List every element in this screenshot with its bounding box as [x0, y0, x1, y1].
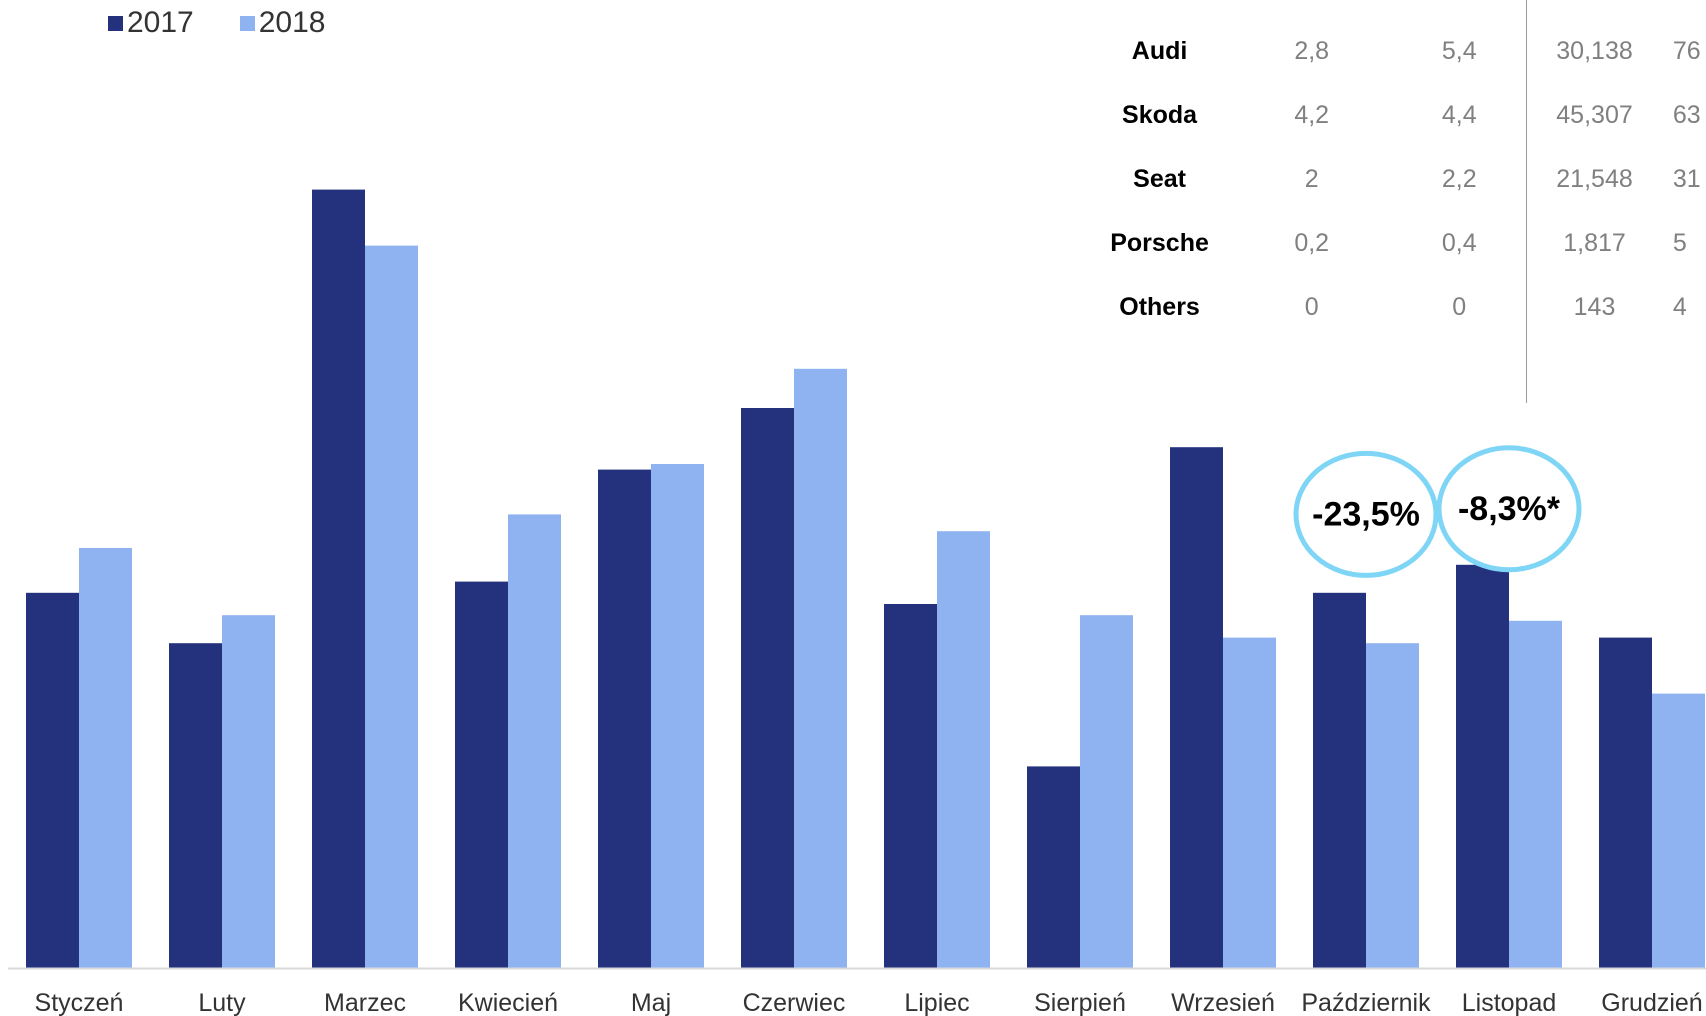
value-cell: 0 [1452, 292, 1467, 321]
bar-2017-1 [169, 643, 222, 968]
value-cell: 5 [1672, 228, 1687, 257]
value-cell: 0,2 [1294, 228, 1330, 257]
value-cell: 2,8 [1294, 36, 1330, 65]
legend-label-2018: 2018 [258, 6, 326, 39]
bar-2017-10 [1456, 564, 1509, 968]
value-cell: 21,548 [1556, 164, 1633, 193]
bar-2018-1 [222, 615, 275, 968]
bar-2017-2 [312, 189, 365, 969]
x-tick-label: Luty [198, 989, 246, 1016]
value-cell: 0 [1304, 292, 1319, 321]
value-cell: 4 [1672, 292, 1687, 321]
bar-2018-6 [937, 531, 990, 968]
brand-cell: Skoda [1122, 100, 1198, 129]
table-divider [1526, 0, 1527, 403]
annotation-circle [1293, 450, 1439, 578]
value-cell: 143 [1573, 292, 1616, 321]
bar-2018-3 [508, 514, 561, 968]
value-cell: 5,4 [1441, 36, 1477, 65]
bar-2017-8 [1170, 447, 1223, 968]
value-cell: 2,2 [1441, 164, 1477, 193]
value-cell: 63 [1672, 100, 1701, 129]
bar-2018-10 [1509, 620, 1562, 968]
table-row: Skoda 4,2 4,4 45,307 63 [1090, 83, 1706, 147]
value-cell: 30,138 [1556, 36, 1633, 65]
value-cell: 31 [1672, 164, 1701, 193]
legend-item-2017: 2017 [108, 6, 194, 40]
table-row: Porsche 0,2 0,4 1,817 5 [1090, 211, 1706, 275]
bar-2017-0 [26, 592, 79, 968]
legend-swatch-2017 [108, 15, 123, 31]
value-cell: 2 [1304, 164, 1319, 193]
chart-legend: 2017 2018 [108, 6, 372, 40]
x-tick-label: Lipiec [904, 989, 969, 1016]
bar-2017-4 [598, 469, 651, 968]
value-cell: 0,4 [1441, 228, 1477, 257]
x-tick-label: Styczeń [35, 989, 124, 1016]
value-cell: 76 [1672, 36, 1701, 65]
x-tick-label: Maj [631, 989, 671, 1016]
annotation-circle [1436, 445, 1582, 573]
bar-2017-3 [455, 581, 508, 968]
bar-2018-5 [794, 368, 847, 968]
value-cell: 1,817 [1563, 228, 1626, 257]
bar-2018-4 [651, 464, 704, 968]
x-tick-label: Grudzień [1601, 989, 1702, 1016]
bar-2018-9 [1366, 643, 1419, 968]
table-row: Audi 2,8 5,4 30,138 76 [1090, 19, 1706, 83]
x-tick-label: Sierpień [1034, 989, 1126, 1016]
value-cell: 45,307 [1556, 100, 1633, 129]
x-tick-label: Czerwiec [743, 989, 846, 1016]
brand-cell: Seat [1133, 164, 1186, 193]
bar-2018-11 [1652, 693, 1705, 968]
brand-cell: Porsche [1110, 228, 1209, 257]
value-cell: 4,2 [1294, 100, 1330, 129]
table-row: Others 0 0 143 4 [1090, 275, 1706, 339]
brand-table: Audi 2,8 5,4 30,138 76 Skoda 4,2 4,4 45,… [1090, 0, 1706, 339]
x-tick-label: Kwiecień [458, 989, 558, 1016]
x-tick-label: Październik [1301, 989, 1431, 1016]
bar-2018-0 [79, 548, 132, 968]
legend-item-2018: 2018 [239, 6, 326, 40]
bar-2018-2 [365, 245, 418, 969]
brand-cell: Audi [1131, 36, 1188, 65]
annotation-label: -23,5% [1312, 495, 1420, 533]
x-tick-label: Listopad [1462, 989, 1557, 1016]
bar-2017-11 [1599, 637, 1652, 968]
x-tick-label: Marzec [324, 989, 406, 1016]
legend-swatch-2018 [239, 15, 255, 31]
legend-label-2017: 2017 [127, 6, 194, 39]
table-row: Seat 2 2,2 21,548 31 [1090, 147, 1706, 211]
annotation-label: -8,3%* [1458, 490, 1561, 528]
bar-2017-6 [884, 604, 937, 968]
bar-2017-7 [1027, 766, 1080, 968]
brand-cell: Others [1119, 292, 1200, 321]
bar-2018-7 [1080, 615, 1133, 968]
bar-2017-5 [741, 408, 794, 968]
bar-2017-9 [1313, 592, 1366, 968]
value-cell: 4,4 [1441, 100, 1477, 129]
x-tick-label: Wrzesień [1171, 989, 1275, 1016]
bar-2018-8 [1223, 637, 1276, 968]
